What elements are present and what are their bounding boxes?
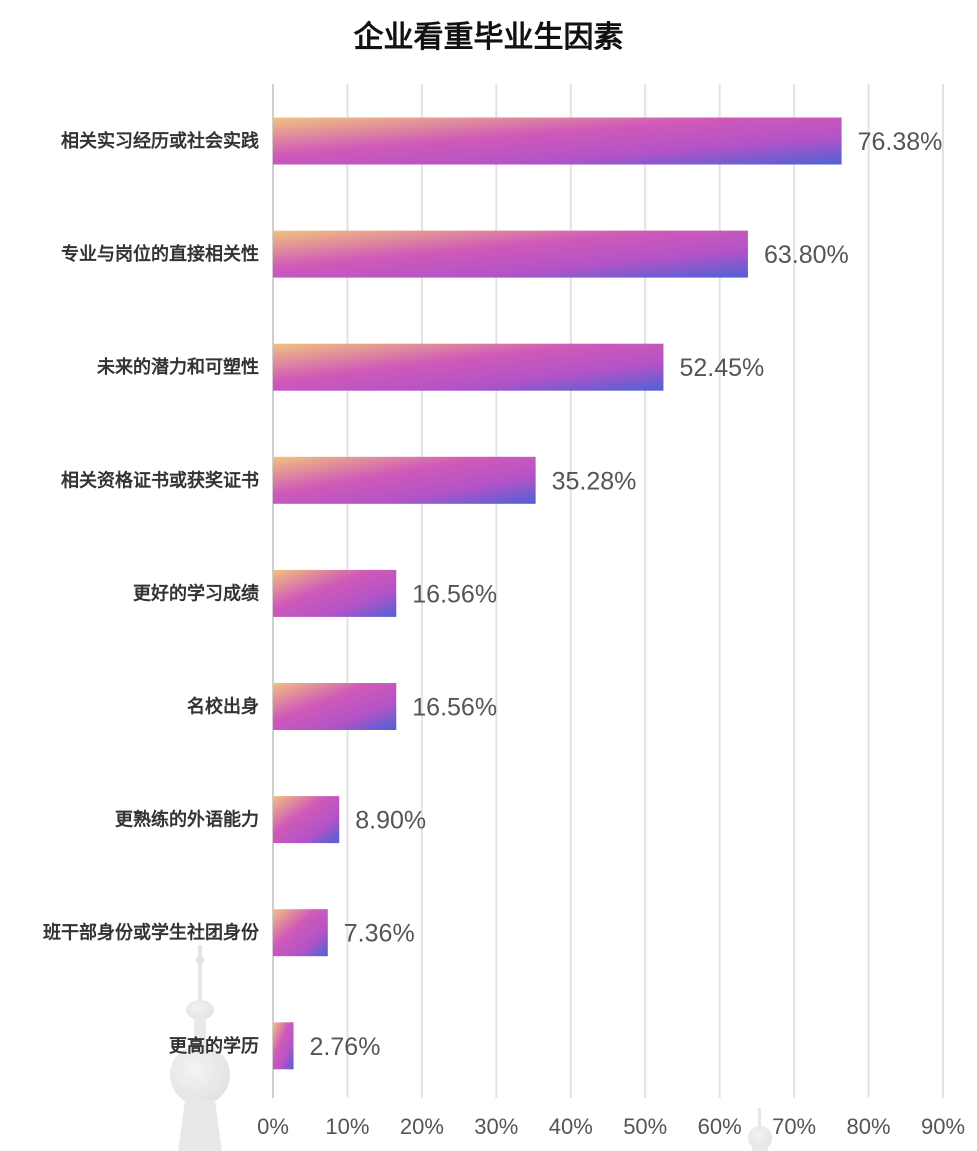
value-label: 16.56% — [412, 694, 497, 722]
value-label: 35.28% — [552, 467, 637, 495]
category-label: 更高的学历 — [169, 1035, 259, 1057]
bar — [273, 230, 748, 278]
value-labels: 76.38% 63.80% 52.45% 35.28% 16.56% 16.56% 8.90… — [310, 128, 943, 1061]
x-tick-label: 50% — [623, 1114, 667, 1139]
bar — [273, 569, 397, 617]
category-label: 更熟练的外语能力 — [115, 809, 259, 831]
category-label: 相关实习经历或社会实践 — [61, 130, 259, 152]
x-tick-label: 80% — [847, 1114, 891, 1139]
bars — [273, 117, 842, 1070]
tower-watermark-small-icon — [748, 1108, 772, 1151]
value-label: 2.76% — [310, 1033, 381, 1061]
chart-title: 企业看重毕业生因素 — [353, 20, 624, 55]
bar — [273, 1022, 294, 1070]
bar — [273, 343, 664, 391]
x-tick-label: 10% — [325, 1114, 369, 1139]
category-label: 专业与岗位的直接相关性 — [61, 243, 259, 265]
category-label: 更好的学习成绩 — [133, 582, 259, 604]
category-label: 名校出身 — [187, 696, 259, 718]
bar — [273, 796, 340, 844]
value-label: 7.36% — [344, 920, 415, 948]
value-label: 16.56% — [412, 580, 497, 608]
category-labels: 相关实习经历或社会实践专业与岗位的直接相关性未来的潜力和可塑性相关资格证书或获奖… — [43, 130, 260, 1057]
value-label: 8.90% — [355, 807, 426, 835]
tower-watermark-icon — [170, 945, 230, 1151]
x-tick-label: 40% — [549, 1114, 593, 1139]
value-label: 76.38% — [858, 128, 943, 156]
bar — [273, 117, 842, 165]
bar — [273, 683, 397, 730]
x-tick-label: 90% — [921, 1114, 965, 1139]
category-label: 班干部身份或学生社团身份 — [43, 922, 260, 944]
value-label: 52.45% — [679, 354, 764, 382]
x-tick-label: 30% — [474, 1114, 518, 1139]
x-tick-label: 60% — [698, 1114, 742, 1139]
bar — [273, 909, 328, 957]
value-label: 63.80% — [764, 241, 849, 269]
category-label: 未来的潜力和可塑性 — [97, 356, 259, 378]
x-tick-label: 0% — [257, 1114, 289, 1139]
x-tick-label: 70% — [772, 1114, 816, 1139]
x-tick-label: 20% — [400, 1114, 444, 1139]
x-axis-ticks: 0% 10% 20% 30% 40% 50% 60% 70% 80% 90% — [257, 1114, 965, 1139]
bar — [273, 456, 536, 504]
category-label: 相关资格证书或获奖证书 — [61, 469, 259, 491]
